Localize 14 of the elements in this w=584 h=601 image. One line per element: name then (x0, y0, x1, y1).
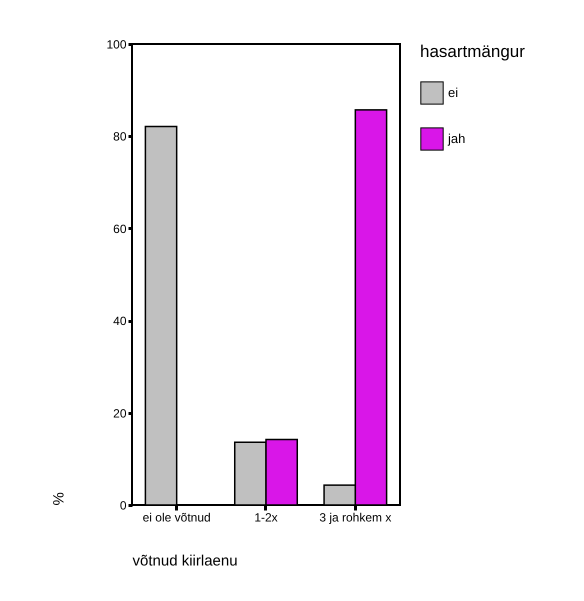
y-tick-label: 100 (106, 38, 127, 52)
legend-label: ei (448, 85, 458, 100)
x-axis-title: võtnud kiirlaenu (132, 552, 238, 570)
x-tick-label: 3 ja rohkem x (319, 510, 392, 524)
x-tick-label: 1-2x (254, 510, 278, 524)
y-tick-label: 0 (120, 498, 127, 512)
legend-label: jah (447, 131, 466, 146)
legend-title: hasartmängur (420, 42, 526, 61)
x-tick-label: ei ole võtnud (142, 510, 211, 524)
y-tick-label: 80 (113, 130, 127, 144)
y-tick-label: 20 (113, 406, 127, 420)
y-tick-label: 40 (113, 314, 127, 328)
y-axis-title: % (50, 492, 68, 506)
y-tick-label: 60 (113, 222, 127, 236)
